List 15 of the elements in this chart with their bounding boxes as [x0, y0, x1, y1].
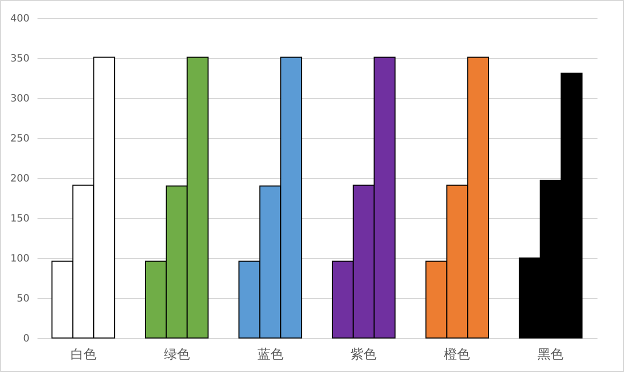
- y-tick-label: 200: [10, 174, 30, 184]
- x-tick-label: 紫色: [350, 348, 377, 362]
- y-tick-label: 100: [10, 254, 30, 264]
- x-tick-label: 绿色: [164, 348, 190, 362]
- y-tick-label: 0: [23, 334, 30, 344]
- y-tick-label: 250: [10, 134, 30, 144]
- x-tick-label: 白色: [70, 348, 96, 362]
- x-tick-label: 蓝色: [257, 348, 284, 362]
- x-tick-label: 橙色: [444, 348, 470, 362]
- y-tick-label: 150: [10, 214, 30, 224]
- y-tick-label: 300: [10, 94, 30, 104]
- x-tick-label: 黑色: [538, 348, 564, 362]
- y-tick-label: 50: [16, 294, 30, 304]
- y-tick-label: 350: [10, 54, 30, 64]
- y-tick-label: 400: [10, 14, 30, 24]
